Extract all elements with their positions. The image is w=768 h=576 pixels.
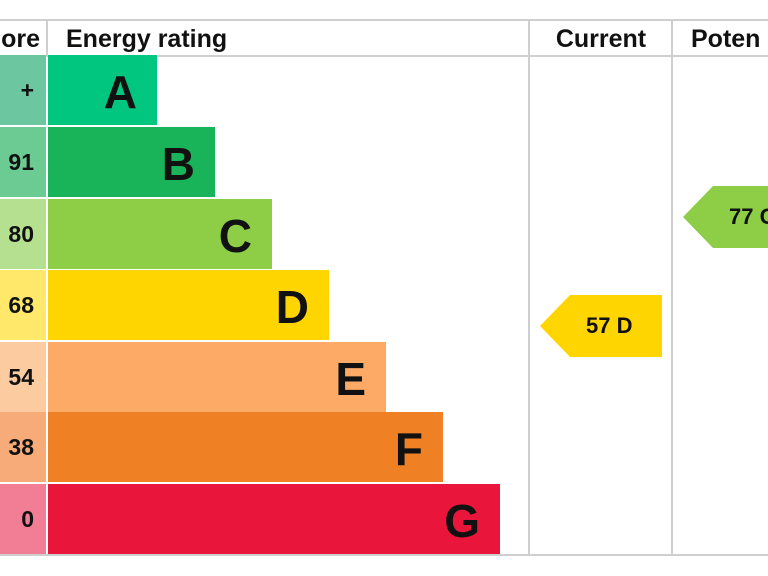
band-bar-d: D (48, 270, 329, 340)
header-score: ore (1, 25, 40, 53)
top-border (0, 19, 768, 21)
band-score-a: + (0, 55, 46, 125)
column-divider (671, 19, 673, 556)
band-bar-b: B (48, 127, 215, 197)
column-divider (528, 19, 530, 556)
band-bar-a: A (48, 55, 157, 125)
header-current: Current (555, 25, 647, 53)
band-score-g: 0 (0, 484, 46, 554)
band-bar-e: E (48, 342, 386, 412)
band-score-b: 91 (0, 127, 46, 197)
potential-rating-arrow: 77 C (683, 186, 768, 248)
band-bar-f: F (48, 412, 443, 482)
current-rating-arrow: 57 D (540, 295, 662, 357)
header-potential: Poten (691, 25, 761, 53)
band-score-d: 68 (0, 270, 46, 340)
band-score-f: 38 (0, 412, 46, 482)
band-bar-g: G (48, 484, 500, 554)
column-divider (46, 19, 48, 56)
band-bar-c: C (48, 199, 272, 269)
band-score-c: 80 (0, 199, 46, 269)
bottom-border (0, 554, 768, 556)
header-divider (0, 55, 768, 57)
band-score-e: 54 (0, 342, 46, 412)
header-energy-rating: Energy rating (66, 25, 228, 53)
